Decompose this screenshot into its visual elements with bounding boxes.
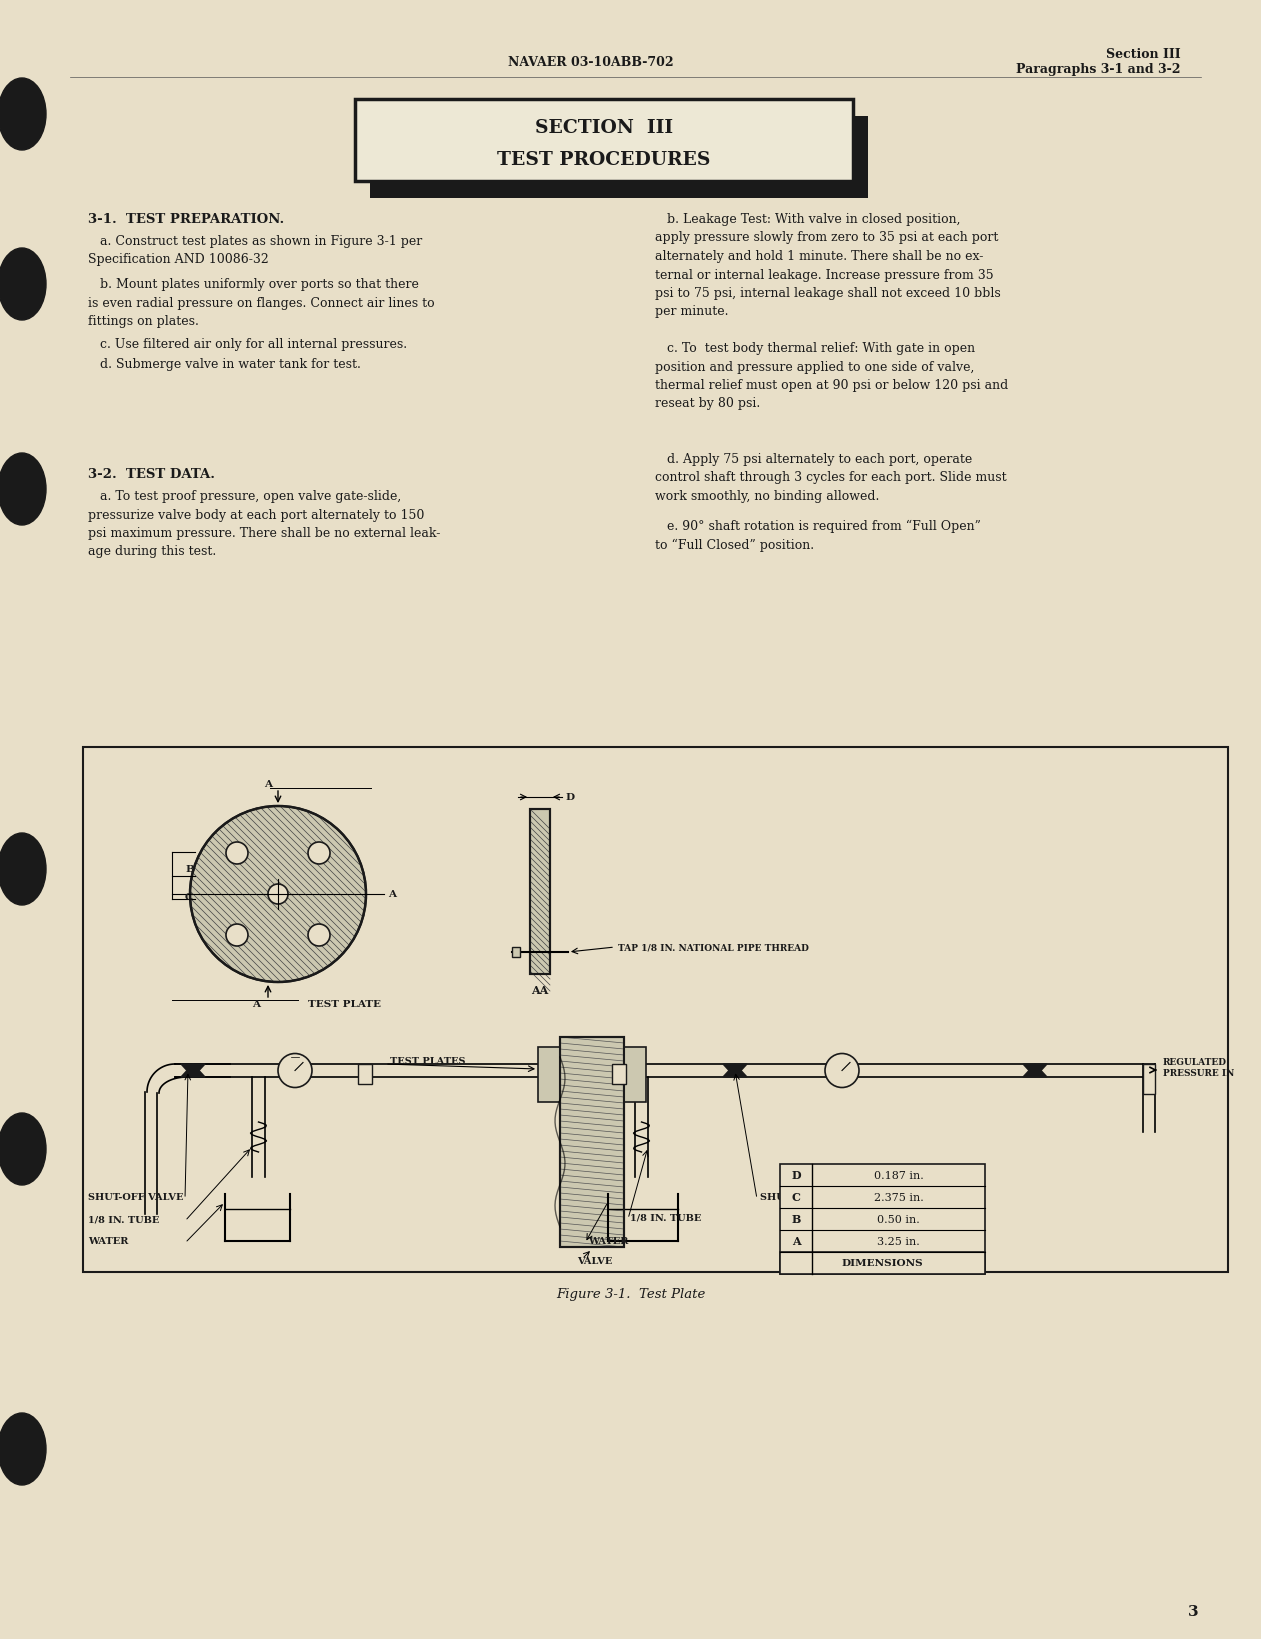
Text: e. 90° shaft rotation is required from “Full Open”
to “Full Closed” position.: e. 90° shaft rotation is required from “…: [654, 520, 981, 552]
Text: b. Mount plates uniformly over ports so that there
is even radial pressure on fl: b. Mount plates uniformly over ports so …: [88, 279, 435, 328]
Bar: [512, 947, 520, 957]
Bar: [530, 810, 550, 975]
Ellipse shape: [0, 79, 45, 151]
Bar: [781, 1164, 985, 1274]
Bar: [624, 1047, 646, 1101]
Text: 1/8 IN. TUBE: 1/8 IN. TUBE: [630, 1213, 701, 1221]
Text: 1/8 IN. TUBE: 1/8 IN. TUBE: [88, 1214, 159, 1224]
Text: VALVE: VALVE: [578, 1257, 613, 1265]
Text: 3-2.  TEST DATA.: 3-2. TEST DATA.: [88, 467, 214, 480]
Text: A: A: [264, 780, 272, 788]
Circle shape: [226, 924, 248, 946]
Text: WATER: WATER: [88, 1237, 129, 1246]
Text: 0.50 in.: 0.50 in.: [878, 1214, 919, 1224]
Text: c. To  test body thermal relief: With gate in open
position and pressure applied: c. To test body thermal relief: With gat…: [654, 343, 1009, 410]
Circle shape: [269, 885, 288, 905]
Bar: [781, 1252, 985, 1274]
Polygon shape: [723, 1064, 747, 1077]
Bar: [538, 1047, 560, 1101]
Text: c. Use filtered air only for all internal pressures.: c. Use filtered air only for all interna…: [88, 338, 407, 351]
Circle shape: [825, 1054, 859, 1088]
Text: REGULATED
PRESSURE IN: REGULATED PRESSURE IN: [1163, 1057, 1235, 1077]
Text: 3.25 in.: 3.25 in.: [878, 1236, 919, 1246]
Polygon shape: [182, 1064, 206, 1077]
Polygon shape: [1023, 1064, 1047, 1077]
Text: B: B: [185, 865, 194, 874]
Circle shape: [308, 924, 330, 946]
Text: SHUT-OFF VALVE: SHUT-OFF VALVE: [760, 1193, 855, 1201]
Circle shape: [190, 806, 366, 982]
Bar: [560, 1037, 624, 1247]
Text: B: B: [792, 1214, 801, 1224]
Text: A: A: [792, 1236, 801, 1247]
Text: Figure 3-1.  Test Plate: Figure 3-1. Test Plate: [556, 1288, 705, 1301]
Polygon shape: [1023, 1064, 1047, 1077]
Circle shape: [308, 842, 330, 864]
Bar: [560, 1037, 624, 1247]
Text: d. Submerge valve in water tank for test.: d. Submerge valve in water tank for test…: [88, 357, 361, 370]
Text: a. Construct test plates as shown in Figure 3-1 per
Specification AND 10086-32: a. Construct test plates as shown in Fig…: [88, 234, 422, 266]
Text: D: D: [565, 793, 574, 801]
Bar: [1142, 1064, 1155, 1095]
Text: 0.187 in.: 0.187 in.: [874, 1170, 923, 1180]
Bar: [530, 810, 550, 975]
Text: SECTION  III: SECTION III: [535, 120, 673, 138]
Text: Paragraphs 3-1 and 3-2: Paragraphs 3-1 and 3-2: [1016, 64, 1182, 77]
Text: 2.375 in.: 2.375 in.: [874, 1192, 923, 1203]
Circle shape: [226, 842, 248, 864]
Bar: [358, 1064, 372, 1085]
Text: C: C: [185, 893, 193, 901]
Polygon shape: [723, 1064, 747, 1077]
Text: A: A: [252, 1000, 260, 1010]
Ellipse shape: [0, 1413, 45, 1485]
Text: a. To test proof pressure, open valve gate-slide,
pressurize valve body at each : a. To test proof pressure, open valve ga…: [88, 490, 440, 559]
Ellipse shape: [0, 834, 45, 905]
Text: b. Leakage Test: With valve in closed position,
apply pressure slowly from zero : b. Leakage Test: With valve in closed po…: [654, 213, 1001, 318]
Text: 3-1.  TEST PREPARATION.: 3-1. TEST PREPARATION.: [88, 213, 284, 226]
Text: A: A: [388, 890, 396, 898]
Polygon shape: [182, 1064, 206, 1077]
Bar: [369, 116, 868, 198]
Text: 3: 3: [1188, 1605, 1198, 1618]
Text: d. Apply 75 psi alternately to each port, operate
control shaft through 3 cycles: d. Apply 75 psi alternately to each port…: [654, 452, 1006, 503]
Text: DIMENSIONS: DIMENSIONS: [841, 1259, 923, 1267]
Circle shape: [277, 1054, 311, 1088]
Text: D: D: [791, 1170, 801, 1180]
Ellipse shape: [0, 1113, 45, 1185]
Text: TEST PLATES: TEST PLATES: [390, 1057, 465, 1065]
Text: WATER: WATER: [588, 1237, 628, 1246]
Bar: [83, 747, 1228, 1272]
Ellipse shape: [0, 249, 45, 321]
Text: Section III: Section III: [1106, 49, 1182, 61]
Text: TEST PROCEDURES: TEST PROCEDURES: [497, 151, 711, 169]
Text: C: C: [792, 1192, 801, 1203]
Bar: [612, 1064, 625, 1085]
Text: AA: AA: [531, 985, 549, 997]
Text: TEST PLATE: TEST PLATE: [308, 1000, 381, 1010]
Ellipse shape: [0, 454, 45, 526]
Text: NAVAER 03-10ABB-702: NAVAER 03-10ABB-702: [508, 56, 673, 69]
Text: TAP 1/8 IN. NATIONAL PIPE THREAD: TAP 1/8 IN. NATIONAL PIPE THREAD: [618, 942, 808, 952]
Text: SHUT-OFF VALVE: SHUT-OFF VALVE: [88, 1193, 184, 1201]
Bar: [356, 100, 852, 182]
